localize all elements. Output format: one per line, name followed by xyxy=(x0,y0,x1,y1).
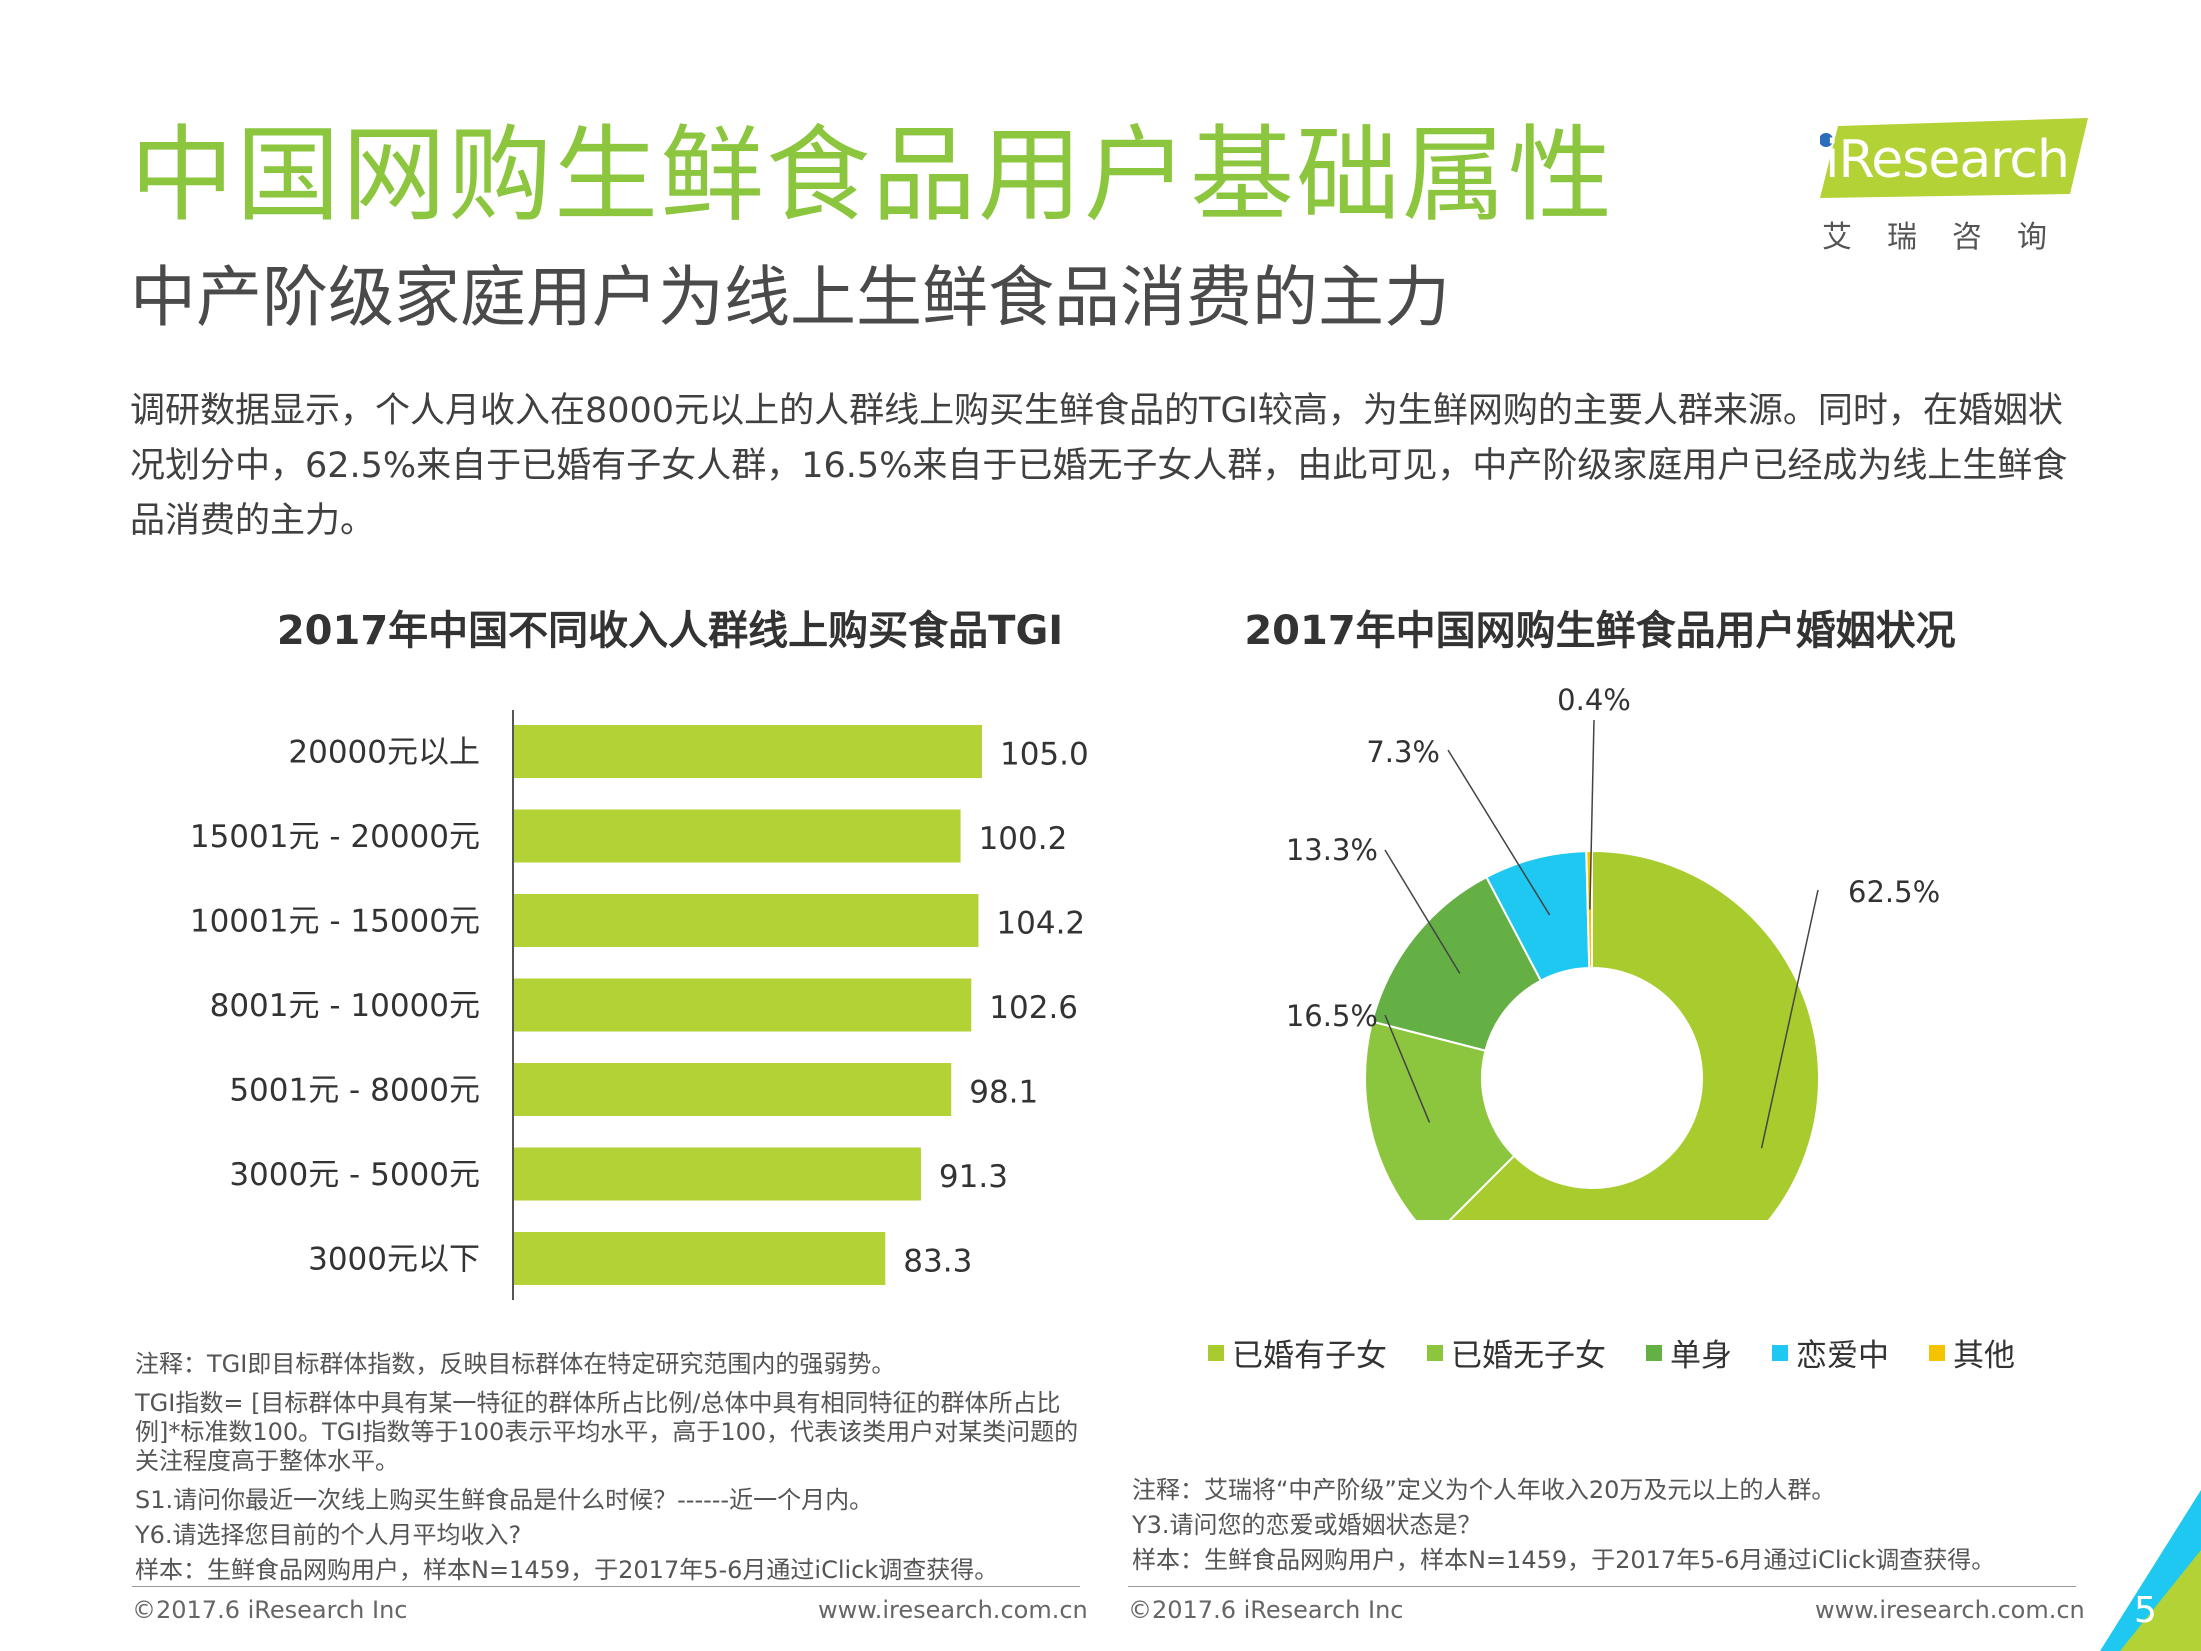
donut-value-label: 13.3% xyxy=(1286,833,1378,867)
notes-left: 注释：TGI即目标群体指数，反映目标群体在特定研究范围内的强弱势。 TGI指数=… xyxy=(135,1350,1095,1585)
donut-leader-line xyxy=(1589,719,1595,910)
legend-swatch xyxy=(1646,1344,1662,1361)
intro-paragraph: 调研数据显示，个人月收入在8000元以上的人群线上购买生鲜食品的TGI较高，为生… xyxy=(130,391,2068,541)
legend-item-married-with-children: 已婚有子女 xyxy=(1208,1330,1387,1375)
bar-category-label: 3000元以下 xyxy=(308,1242,480,1278)
tgi-bar-chart: 20000元以上 105.0 15001元 - 20000元 100.2 10001元 … xyxy=(190,710,1089,1300)
footer-url-right[interactable]: www.iresearch.com.cn xyxy=(1815,1596,2085,1624)
footer-divider-right xyxy=(1128,1586,2076,1587)
legend-label: 其他 xyxy=(1953,1338,2015,1374)
legend-label: 单身 xyxy=(1670,1338,1732,1374)
bar-category-label: 20000元以上 xyxy=(288,735,480,771)
legend-item-married-no-children: 已婚无子女 xyxy=(1427,1330,1606,1375)
legend-swatch xyxy=(1929,1344,1945,1361)
note-line: TGI指数= [目标群体中具有某一特征的群体所占比例/总体中具有相同特征的群体所… xyxy=(135,1389,1079,1475)
donut-value-label: 7.3% xyxy=(1366,735,1440,769)
legend-label: 恋爱中 xyxy=(1796,1338,1889,1374)
logo-chinese-name: 艾瑞咨询 xyxy=(1822,220,2082,255)
bar xyxy=(514,978,972,1032)
note-line: S1.请问你最近一次线上购买生鲜食品是什么时候？------近一个月内。 xyxy=(135,1486,874,1514)
logo-wordmark: iResearch xyxy=(1825,130,2070,190)
bar-value-label: 83.3 xyxy=(903,1244,972,1280)
donut-leader-line xyxy=(1384,1014,1431,1123)
donut-leader-line xyxy=(1447,749,1551,916)
bar xyxy=(514,725,982,778)
bar-category-label: 8001元 - 10000元 xyxy=(210,988,480,1024)
footer-copyright-right: ©2017.6 iResearch Inc xyxy=(1128,1596,1404,1624)
donut-slice xyxy=(1370,875,1543,1052)
note-line: 注释：艾瑞将“中产阶级”定义为个人年收入20万及元以上的人群。 xyxy=(1132,1476,1836,1504)
footer-divider-left xyxy=(132,1586,1080,1587)
legend-item-other: 其他 xyxy=(1929,1330,2015,1375)
bar-value-label: 102.6 xyxy=(989,990,1078,1026)
donut-leader-line xyxy=(1384,849,1461,974)
page-subtitle: 中产阶级家庭用户为线上生鲜食品消费的主力 xyxy=(130,259,1450,336)
bar xyxy=(514,894,979,947)
bar-value-label: 104.2 xyxy=(996,906,1085,942)
legend-item-single: 单身 xyxy=(1646,1330,1732,1375)
bar xyxy=(514,1147,921,1201)
bar-category-label: 5001元 - 8000元 xyxy=(229,1073,480,1109)
bar-chart-title: 2017年中国不同收入人群线上购买食品TGI xyxy=(276,608,1064,654)
bar-category-label: 3000元 - 5000元 xyxy=(229,1157,480,1193)
bar-category-label: 15001元 - 20000元 xyxy=(190,819,480,855)
donut-slice xyxy=(1448,849,1820,1220)
marital-donut-chart: 62.5% 16.5% 13.3% 7.3% 0.4% xyxy=(1286,683,1940,1220)
legend-swatch xyxy=(1427,1344,1443,1361)
bar xyxy=(514,1063,952,1116)
page-number: 5 xyxy=(2134,1590,2157,1631)
legend-swatch xyxy=(1208,1344,1224,1361)
corner-decoration xyxy=(2100,1490,2201,1651)
donut-value-label: 0.4% xyxy=(1557,683,1631,717)
bar-value-label: 91.3 xyxy=(939,1159,1008,1195)
note-line: Y6.请选择您目前的个人月平均收入? xyxy=(135,1521,522,1549)
bar-value-label: 105.0 xyxy=(1000,737,1089,773)
bar-category-label: 10001元 - 15000元 xyxy=(190,904,480,940)
donut-value-label: 62.5% xyxy=(1848,875,1940,909)
donut-leader-line xyxy=(1760,889,1819,1149)
donut-chart-title: 2017年中国网购生鲜食品用户婚姻状况 xyxy=(1244,608,1956,654)
note-line: 样本：生鲜食品网购用户，样本N=1459，于2017年5-6月通过iClick调… xyxy=(135,1556,999,1584)
bar-value-label: 100.2 xyxy=(979,821,1068,857)
bar-value-label: 98.1 xyxy=(969,1075,1038,1111)
footer-url-left[interactable]: www.iresearch.com.cn xyxy=(818,1596,1088,1624)
donut-slice xyxy=(1364,1020,1516,1220)
page-title: 中国网购生鲜食品用户基础属性 xyxy=(130,114,1615,236)
legend-swatch xyxy=(1772,1344,1788,1361)
note-line: 注释：TGI即目标群体指数，反映目标群体在特定研究范围内的强弱势。 xyxy=(135,1350,896,1378)
legend-label: 已婚无子女 xyxy=(1451,1338,1606,1374)
note-line: Y3.请问您的恋爱或婚姻状态是？ xyxy=(1132,1511,1482,1539)
footer-copyright-left: ©2017.6 iResearch Inc xyxy=(132,1596,408,1624)
iresearch-logo xyxy=(1820,118,2088,198)
legend-item-dating: 恋爱中 xyxy=(1772,1330,1889,1375)
legend-label: 已婚有子女 xyxy=(1232,1338,1387,1374)
donut-legend: 已婚有子女 已婚无子女 单身 恋爱中 其他 xyxy=(1208,1330,2015,1375)
bar xyxy=(514,1232,886,1285)
notes-right: 注释：艾瑞将“中产阶级”定义为个人年收入20万及元以上的人群。 Y3.请问您的恋… xyxy=(1132,1476,2132,1575)
donut-value-label: 16.5% xyxy=(1286,999,1378,1033)
bar xyxy=(514,809,961,863)
note-line: 样本：生鲜食品网购用户，样本N=1459，于2017年5-6月通过iClick调… xyxy=(1132,1546,1996,1574)
